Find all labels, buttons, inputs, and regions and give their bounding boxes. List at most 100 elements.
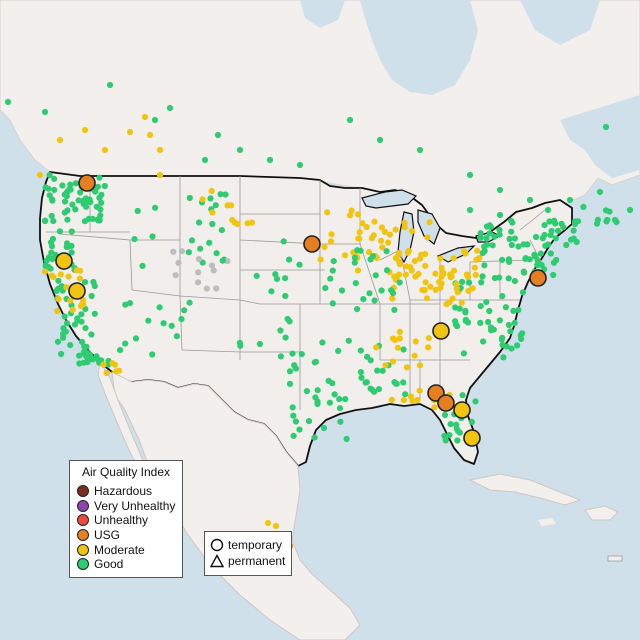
monitor-good[interactable]: [352, 280, 359, 287]
monitor-good[interactable]: [391, 306, 398, 313]
monitor-good[interactable]: [95, 217, 102, 224]
monitor-moderate[interactable]: [400, 397, 407, 404]
monitor-good[interactable]: [256, 340, 263, 348]
monitor-moderate[interactable]: [416, 362, 424, 369]
monitor-moderate[interactable]: [412, 338, 419, 345]
monitor-good[interactable]: [303, 388, 310, 395]
monitor-good[interactable]: [50, 218, 57, 225]
monitor-moderate[interactable]: [63, 284, 70, 291]
monitor-good[interactable]: [296, 161, 304, 169]
monitor-moderate[interactable]: [378, 237, 385, 244]
monitor-good[interactable]: [80, 359, 87, 366]
monitor-good[interactable]: [75, 197, 82, 204]
monitor-good[interactable]: [477, 319, 484, 326]
monitor-good[interactable]: [56, 228, 64, 235]
monitor-moderate[interactable]: [42, 268, 49, 275]
monitor-moderate[interactable]: [76, 275, 83, 282]
monitor-moderate[interactable]: [405, 247, 412, 254]
monitor-good[interactable]: [460, 350, 467, 357]
monitor-moderate[interactable]: [341, 252, 349, 259]
monitor-good[interactable]: [547, 232, 554, 239]
monitor-good[interactable]: [139, 262, 146, 269]
monitor-good[interactable]: [456, 305, 463, 312]
monitor-moderate[interactable]: [378, 224, 385, 231]
monitor-good[interactable]: [312, 358, 320, 365]
monitor-good[interactable]: [290, 432, 297, 439]
monitor-good[interactable]: [201, 156, 209, 164]
monitor-moderate[interactable]: [54, 307, 61, 315]
monitor-good[interactable]: [98, 199, 105, 206]
monitor-good[interactable]: [178, 316, 185, 323]
monitor-good[interactable]: [156, 304, 163, 311]
monitor-good[interactable]: [602, 123, 610, 131]
monitor-nodata[interactable]: [203, 285, 210, 292]
monitor-good[interactable]: [511, 319, 518, 327]
monitor-moderate[interactable]: [77, 303, 85, 310]
monitor-moderate[interactable]: [388, 396, 395, 403]
monitor-nodata[interactable]: [195, 269, 202, 276]
monitor-moderate[interactable]: [116, 367, 123, 374]
monitor-moderate[interactable]: [111, 361, 119, 368]
monitor-good[interactable]: [305, 418, 313, 425]
monitor-good[interactable]: [131, 236, 138, 243]
monitor-good[interactable]: [62, 328, 69, 335]
monitor-good[interactable]: [218, 227, 225, 234]
monitor-good[interactable]: [69, 201, 76, 208]
monitor-moderate[interactable]: [77, 267, 84, 274]
monitor-good[interactable]: [552, 235, 559, 242]
monitor-good[interactable]: [393, 380, 400, 387]
monitor-moderate[interactable]: [234, 221, 241, 228]
monitor-good[interactable]: [268, 288, 275, 295]
monitor-moderate[interactable]: [141, 113, 149, 121]
monitor-moderate[interactable]: [317, 256, 324, 263]
monitor-good[interactable]: [48, 212, 55, 220]
monitor-good[interactable]: [400, 379, 407, 386]
monitor-moderate[interactable]: [156, 171, 164, 179]
monitor-good[interactable]: [510, 307, 517, 314]
monitor-moderate[interactable]: [69, 306, 76, 313]
monitor-moderate-large[interactable]: [432, 322, 450, 340]
monitor-good[interactable]: [508, 345, 515, 352]
monitor-moderate[interactable]: [431, 404, 438, 411]
monitor-good[interactable]: [371, 388, 378, 395]
monitor-moderate[interactable]: [208, 187, 215, 194]
monitor-good[interactable]: [496, 211, 504, 219]
monitor-good[interactable]: [63, 243, 70, 250]
monitor-good[interactable]: [91, 310, 98, 317]
monitor-moderate[interactable]: [412, 273, 419, 280]
monitor-good[interactable]: [88, 331, 95, 338]
monitor-moderate[interactable]: [100, 361, 107, 368]
monitor-good[interactable]: [454, 437, 461, 444]
monitor-moderate[interactable]: [395, 251, 402, 258]
monitor-good[interactable]: [472, 398, 479, 405]
monitor-good[interactable]: [486, 230, 493, 237]
monitor-good[interactable]: [441, 411, 449, 419]
monitor-good[interactable]: [58, 350, 65, 358]
monitor-nodata[interactable]: [224, 258, 231, 265]
monitor-moderate[interactable]: [402, 271, 409, 278]
monitor-moderate[interactable]: [67, 297, 74, 304]
monitor-good[interactable]: [77, 189, 84, 196]
monitor-moderate[interactable]: [409, 397, 416, 405]
monitor-moderate[interactable]: [382, 362, 389, 369]
monitor-good[interactable]: [186, 194, 193, 202]
monitor-good[interactable]: [514, 342, 521, 349]
monitor-good[interactable]: [499, 256, 506, 263]
monitor-good[interactable]: [596, 188, 604, 196]
monitor-good[interactable]: [253, 272, 260, 279]
monitor-good[interactable]: [67, 342, 74, 349]
monitor-good[interactable]: [486, 307, 493, 315]
monitor-good[interactable]: [214, 131, 222, 139]
monitor-moderate[interactable]: [447, 271, 454, 278]
monitor-moderate[interactable]: [368, 235, 375, 242]
monitor-good[interactable]: [42, 184, 49, 191]
monitor-nodata[interactable]: [172, 272, 179, 279]
monitor-moderate[interactable]: [418, 251, 425, 258]
monitor-good[interactable]: [491, 233, 498, 240]
monitor-moderate[interactable]: [373, 344, 380, 351]
monitor-good[interactable]: [160, 320, 167, 327]
monitor-good[interactable]: [325, 377, 332, 384]
monitor-moderate[interactable]: [427, 283, 434, 290]
monitor-good[interactable]: [54, 338, 62, 345]
monitor-good[interactable]: [81, 218, 88, 225]
